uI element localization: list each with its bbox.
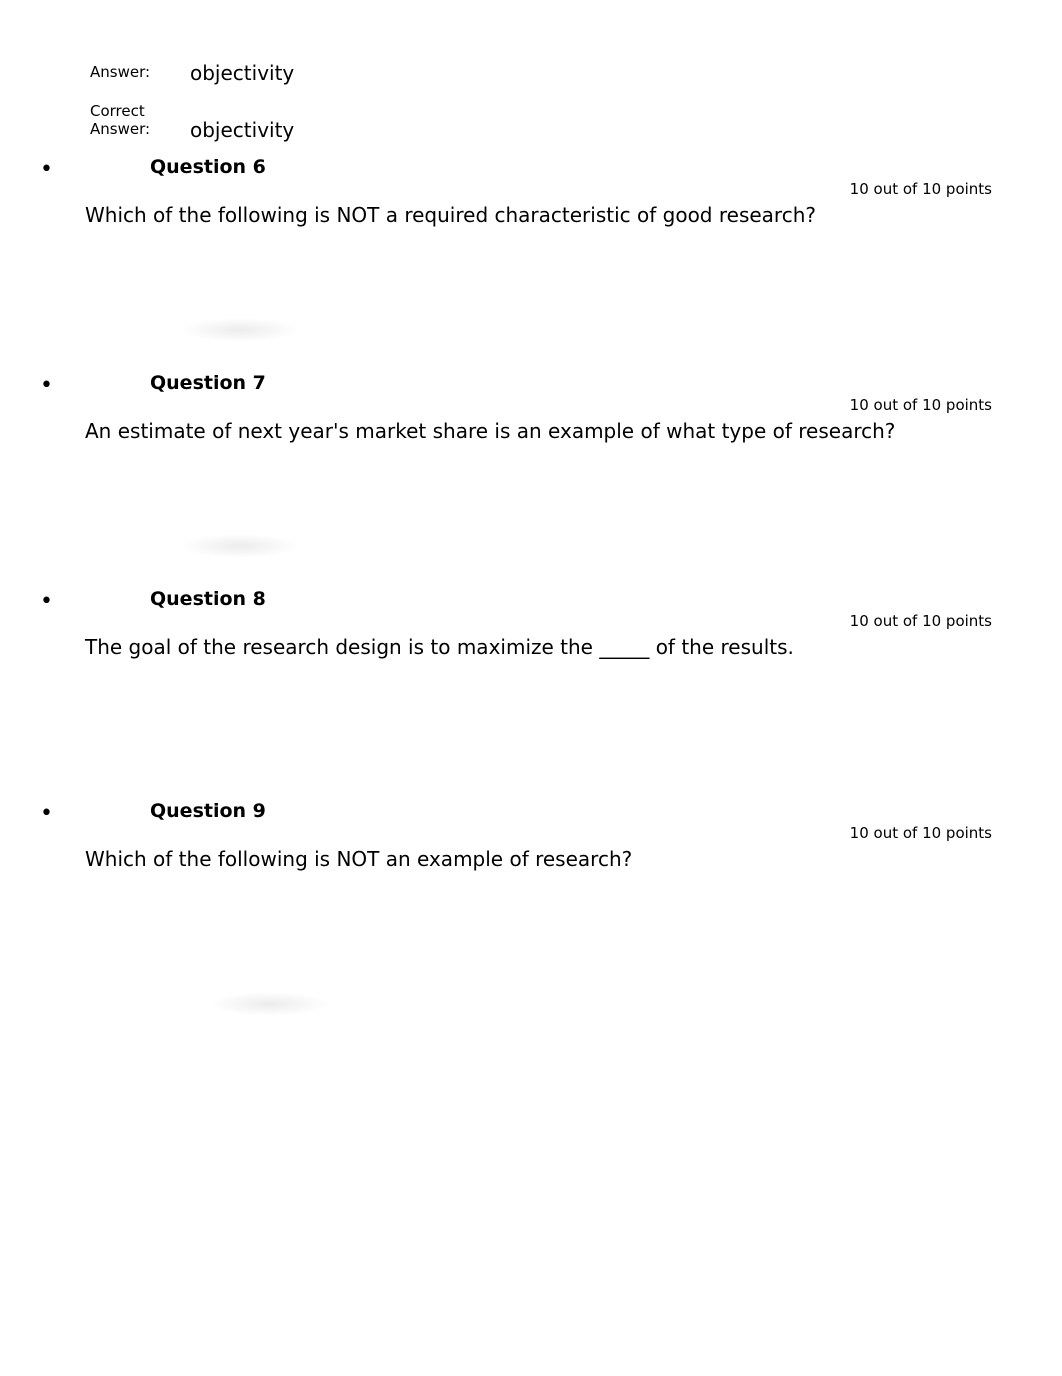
correct-answer-label-line2: Answer: xyxy=(90,120,150,138)
question-text: Which of the following is NOT a required… xyxy=(85,202,952,228)
question-text: The goal of the research design is to ma… xyxy=(85,634,952,660)
question-header: Question 8 xyxy=(150,588,992,610)
bullet-icon: • xyxy=(40,375,53,397)
blur-preview-overlay xyxy=(180,534,300,558)
top-answer-block: Answer: objectivity Correct Answer: obje… xyxy=(90,60,992,144)
correct-answer-row: Correct Answer: objectivity xyxy=(90,99,992,144)
question-item: • Question 6 10 out of 10 points Which o… xyxy=(50,156,992,342)
answer-label: Answer: xyxy=(90,60,180,81)
blur-preview-overlay xyxy=(180,318,300,342)
correct-answer-label: Correct Answer: xyxy=(90,99,180,138)
correct-answer-label-line1: Correct xyxy=(90,102,145,120)
correct-answer-value: objectivity xyxy=(190,99,280,144)
bullet-icon: • xyxy=(40,159,53,181)
question-points: 10 out of 10 points xyxy=(50,824,992,842)
question-item: • Question 9 10 out of 10 points Which o… xyxy=(50,800,992,1016)
question-header: Question 9 xyxy=(150,800,992,822)
question-points: 10 out of 10 points xyxy=(50,612,992,630)
question-header: Question 7 xyxy=(150,372,992,394)
question-points: 10 out of 10 points xyxy=(50,396,992,414)
bullet-icon: • xyxy=(40,591,53,613)
question-item: • Question 8 10 out of 10 points The goa… xyxy=(50,588,992,660)
bullet-icon: • xyxy=(40,803,53,825)
blur-preview-overlay xyxy=(210,992,330,1016)
question-header: Question 6 xyxy=(150,156,992,178)
question-points: 10 out of 10 points xyxy=(50,180,992,198)
question-text: An estimate of next year's market share … xyxy=(85,418,952,444)
answer-value: objectivity xyxy=(190,60,280,87)
answer-row: Answer: objectivity xyxy=(90,60,992,87)
question-item: • Question 7 10 out of 10 points An esti… xyxy=(50,372,992,558)
question-text: Which of the following is NOT an example… xyxy=(85,846,952,872)
